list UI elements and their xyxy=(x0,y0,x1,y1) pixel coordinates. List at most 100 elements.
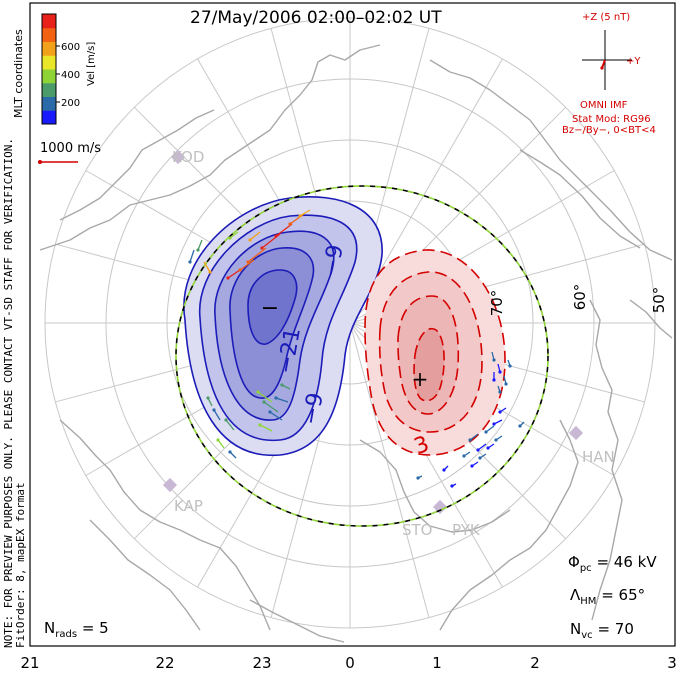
velocity-vector xyxy=(239,259,255,271)
velocity-vector-origin xyxy=(228,236,232,240)
fitorder-note: FitOrder: 8, mapEX format xyxy=(14,482,27,648)
velocity-vector-origin xyxy=(298,214,302,218)
velocity-vector-origin xyxy=(508,364,512,368)
velocity-vector-origin xyxy=(504,382,508,386)
velocity-vector-origin xyxy=(224,418,228,422)
velocity-vector-origin xyxy=(498,390,502,394)
station-marker-han xyxy=(568,425,584,441)
rads-symbol: N xyxy=(44,619,56,637)
coordinates-label: MLT coordinates xyxy=(12,29,25,118)
velocity-vector-origin xyxy=(226,276,230,280)
velocity-vector xyxy=(213,409,221,421)
station-marker-kod xyxy=(170,149,186,165)
velocity-vector-origin xyxy=(492,422,496,426)
colorbar-band xyxy=(42,27,56,42)
colorbar-band xyxy=(42,55,56,70)
velocity-vector-origin xyxy=(468,438,472,442)
positive-cell: 3 + xyxy=(364,249,506,460)
contour-label-neg9-top: −9 xyxy=(318,243,348,279)
imf-omni-label: OMNI IMF xyxy=(580,100,628,111)
velocity-vector xyxy=(299,209,311,217)
velocity-vector xyxy=(225,419,235,431)
vc-subscript: vc xyxy=(581,630,593,641)
velocity-vector-origin xyxy=(256,390,260,394)
velocity-vector-origin xyxy=(288,222,292,226)
hm-symbol: Λ xyxy=(570,586,581,604)
imf-condition-label: Bz−/By−, 0<BT<4 xyxy=(562,125,656,136)
velocity-vector-origin xyxy=(274,234,278,238)
imf-z-label: +Z (5 nT) xyxy=(582,12,631,23)
velocity-vector xyxy=(217,439,225,449)
page-title: 27/May/2006 02:00–02:02 UT xyxy=(190,8,442,28)
velocity-vector-origin xyxy=(470,464,474,468)
velocity-vector-origin xyxy=(212,408,216,412)
potential-max-marker: + xyxy=(412,367,429,391)
velocity-vector xyxy=(227,269,241,279)
coastlines xyxy=(39,44,673,643)
hm-boundary xyxy=(175,185,549,527)
vc-symbol: N xyxy=(570,620,582,638)
rads-subscript: rads xyxy=(55,629,78,640)
velocity-vector-origin xyxy=(486,446,490,450)
velocity-vector-origin xyxy=(248,238,252,242)
velocity-colorbar: 600 400 200 Vel [m/s] xyxy=(41,13,97,125)
velocity-vector xyxy=(469,433,479,441)
velocity-vector-origin xyxy=(492,358,496,362)
mlt-tick-label: 0 xyxy=(345,654,355,672)
hm-value: = 65° xyxy=(601,586,646,604)
velocity-vector xyxy=(275,223,293,237)
hm-subscript: HM xyxy=(580,596,597,607)
velocity-vector-origin xyxy=(478,456,482,460)
velocity-vector-origin xyxy=(228,450,232,454)
velocity-vector-origin xyxy=(492,378,496,382)
velocity-vector xyxy=(275,397,289,403)
latitude-label: 70° xyxy=(488,290,506,317)
velocity-vector-origin xyxy=(450,484,454,488)
velocity-vector xyxy=(257,391,273,403)
colorbar-band xyxy=(42,69,56,84)
velocity-vector xyxy=(229,231,239,239)
mlt-tick-label: 22 xyxy=(155,654,174,672)
latitude-label: 60° xyxy=(571,284,589,311)
reference-vector-label: 1000 m/s xyxy=(40,141,101,156)
velocity-vector-origin xyxy=(484,430,488,434)
imf-dial xyxy=(582,30,632,90)
negative-cell: −9 −21 −9 − xyxy=(183,196,383,457)
velocity-vector-origin xyxy=(260,246,264,250)
velocity-vector xyxy=(269,411,283,421)
contour-label-neg9-bottom: −9 xyxy=(298,391,328,427)
station-label-pyk: PYK xyxy=(452,521,481,539)
velocity-vector xyxy=(477,443,487,451)
velocity-vector xyxy=(203,261,211,273)
velocity-vector xyxy=(485,425,495,433)
velocity-vectors xyxy=(188,209,525,488)
colorbar-tick-label: 400 xyxy=(61,70,80,81)
radar-stations: KOD KAP STO PYK HAN xyxy=(162,148,615,539)
velocity-vector-origin xyxy=(246,260,250,264)
mlt-tick-label: 23 xyxy=(252,654,271,672)
rads-value: = 5 xyxy=(81,619,109,637)
velocity-vector-origin xyxy=(498,370,502,374)
velocity-vector xyxy=(197,239,203,251)
velocity-vector xyxy=(259,424,273,432)
colorbar-tick-label: 600 xyxy=(61,42,80,53)
velocity-vector-origin xyxy=(416,476,420,480)
potential-min-marker: − xyxy=(261,296,279,321)
colorbar-band xyxy=(42,14,56,29)
pc-subscript: pc xyxy=(579,563,592,574)
pc-value: = 46 kV xyxy=(596,553,657,571)
hm-boundary-latitude: ΛHM = 65° xyxy=(570,586,645,607)
colorbar-label: Vel [m/s] xyxy=(86,42,97,86)
station-label-kap: KAP xyxy=(174,497,203,515)
velocity-vector-origin xyxy=(206,396,210,400)
velocity-vector-origin xyxy=(462,454,466,458)
latitude-label: 50° xyxy=(650,287,668,314)
velocity-vector-origin xyxy=(268,410,272,414)
mlt-tick-label: 3 xyxy=(667,654,677,672)
velocity-vector-origin xyxy=(274,396,278,400)
station-label-sto: STO xyxy=(402,521,433,539)
radar-count: Nrads = 5 xyxy=(44,619,109,640)
velocity-vector-origin xyxy=(258,423,262,427)
velocity-vector xyxy=(249,231,261,241)
